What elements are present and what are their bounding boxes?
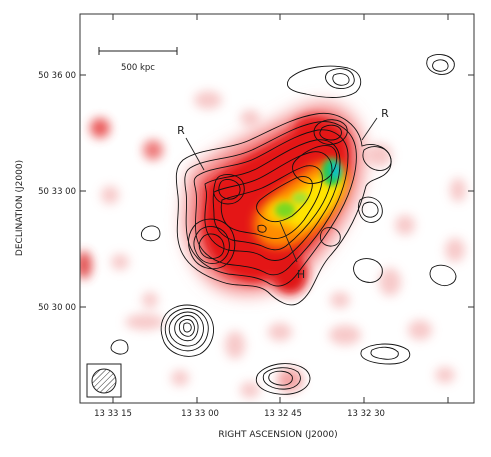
x-axis-label: RIGHT ASCENSION (J2000)	[218, 430, 337, 440]
relic-right-pointer	[361, 117, 378, 141]
xray-emission-map	[80, 91, 466, 398]
relic-left-pointer	[185, 137, 205, 171]
relic-right-label: R	[381, 107, 389, 120]
plot-frame	[79, 13, 475, 404]
radio-contours	[110, 54, 457, 395]
y-tick-label: 50 33 00	[38, 187, 76, 197]
annotation-pointers	[185, 117, 378, 263]
xray-noise-patches	[80, 91, 466, 398]
x-tick-label: 13 33 00	[181, 409, 219, 419]
x-tick-label: 13 33 15	[94, 409, 132, 419]
halo-label: H	[297, 268, 305, 281]
tick-marks	[80, 14, 474, 403]
y-tick-label: 50 36 00	[38, 71, 76, 81]
x-tick-label: 13 32 30	[347, 409, 385, 419]
scale-bar	[98, 47, 178, 55]
beam-symbol	[86, 363, 122, 398]
scale-bar-label: 500 kpc	[121, 63, 155, 73]
y-axis-label: DECLINATION (J2000)	[15, 160, 25, 256]
y-tick-label: 50 30 00	[38, 303, 76, 313]
x-tick-label: 13 32 45	[264, 409, 302, 419]
halo-pointer	[279, 221, 298, 263]
relic-left-label: R	[177, 124, 185, 137]
